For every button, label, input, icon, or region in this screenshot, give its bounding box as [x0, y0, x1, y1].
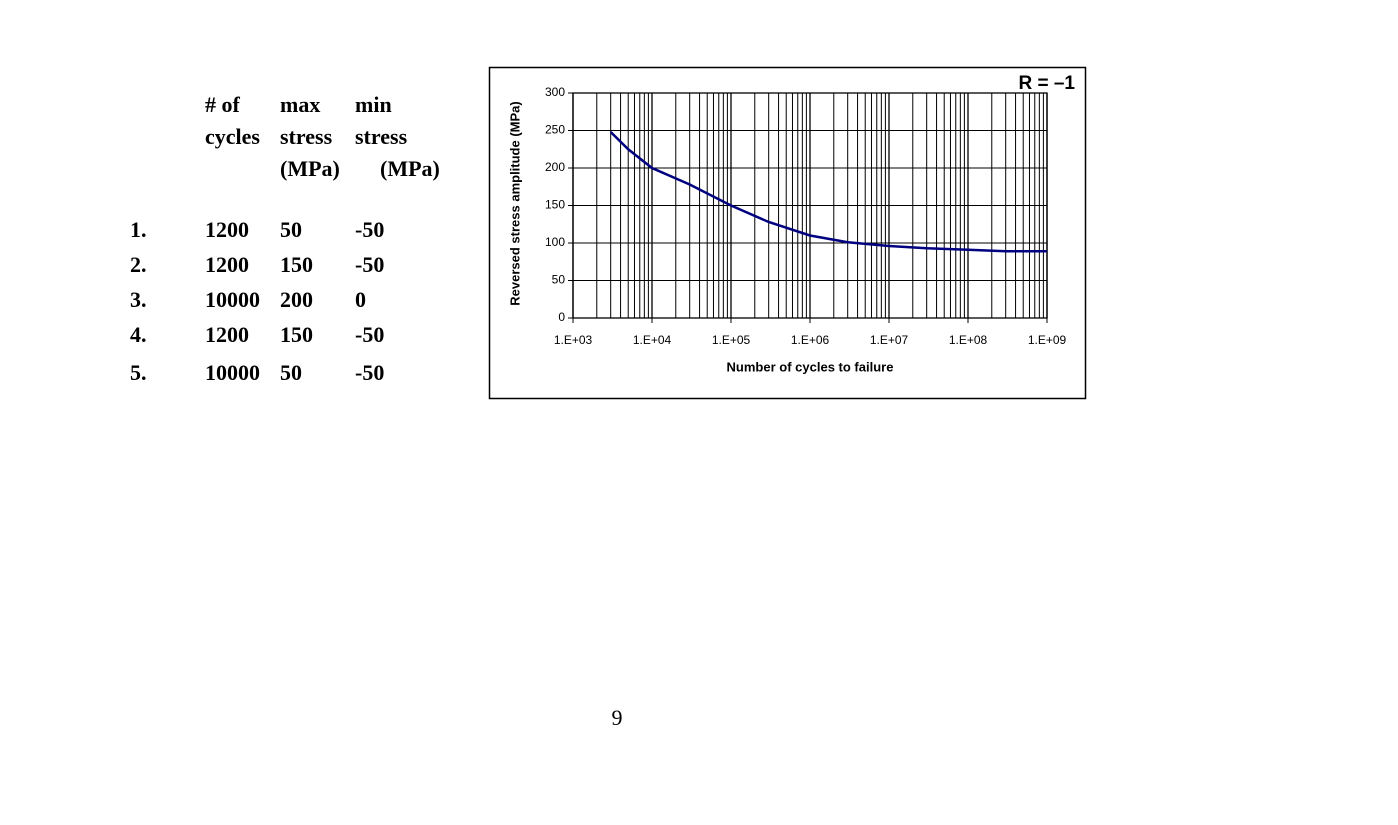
- table-cell: -50: [355, 252, 384, 277]
- table-cell: 200: [280, 287, 313, 312]
- table-cell: -50: [355, 322, 384, 347]
- table-header: (MPa): [380, 156, 440, 181]
- table-header: stress: [280, 124, 333, 149]
- y-tick-label: 150: [545, 198, 565, 212]
- table-cell: 1200: [205, 217, 249, 242]
- table-cell: 1200: [205, 322, 249, 347]
- data-line: [609, 131, 1047, 253]
- y-tick-label: 300: [545, 85, 565, 99]
- table-cell: 10000: [205, 287, 260, 312]
- y-axis-label: Reversed stress amplitude (MPa): [507, 101, 522, 305]
- table-cell: 50: [280, 360, 302, 385]
- x-tick-label: 1.E+03: [554, 333, 593, 347]
- table-cell: 5.: [130, 360, 147, 385]
- chart-frame: [488, 66, 1087, 400]
- x-axis-label: Number of cycles to failure: [727, 359, 894, 374]
- table-header: stress: [355, 124, 408, 149]
- page-number: 9: [612, 705, 623, 730]
- y-tick-label: 0: [558, 310, 565, 324]
- table-header: max: [280, 92, 320, 117]
- x-tick-label: 1.E+06: [791, 333, 830, 347]
- table-cell: 150: [280, 322, 313, 347]
- y-tick-label: 100: [545, 235, 565, 249]
- x-tick-label: 1.E+08: [949, 333, 988, 347]
- table-cell: 10000: [205, 360, 260, 385]
- x-tick-label: 1.E+09: [1028, 333, 1067, 347]
- y-tick-label: 200: [545, 160, 565, 174]
- table-cell: -50: [355, 360, 384, 385]
- table-cell: 2.: [130, 252, 147, 277]
- annotation: R = –1: [1018, 73, 1075, 94]
- table-header: (MPa): [280, 156, 340, 181]
- table-header: min: [355, 92, 392, 117]
- table-cell: 50: [280, 217, 302, 242]
- table-cell: 4.: [130, 322, 147, 347]
- y-tick-label: 50: [552, 273, 566, 287]
- table-cell: -50: [355, 217, 384, 242]
- table-cell: 150: [280, 252, 313, 277]
- table-header: # of: [205, 92, 241, 117]
- y-tick-label: 250: [545, 123, 565, 137]
- table-cell: 3.: [130, 287, 147, 312]
- table-cell: 1200: [205, 252, 249, 277]
- table-cell: 0: [355, 287, 366, 312]
- table-header: cycles: [205, 124, 260, 149]
- x-tick-label: 1.E+05: [712, 333, 751, 347]
- x-tick-label: 1.E+07: [870, 333, 909, 347]
- table-cell: 1.: [130, 217, 147, 242]
- x-tick-label: 1.E+04: [633, 333, 672, 347]
- plot-area: [572, 92, 1048, 319]
